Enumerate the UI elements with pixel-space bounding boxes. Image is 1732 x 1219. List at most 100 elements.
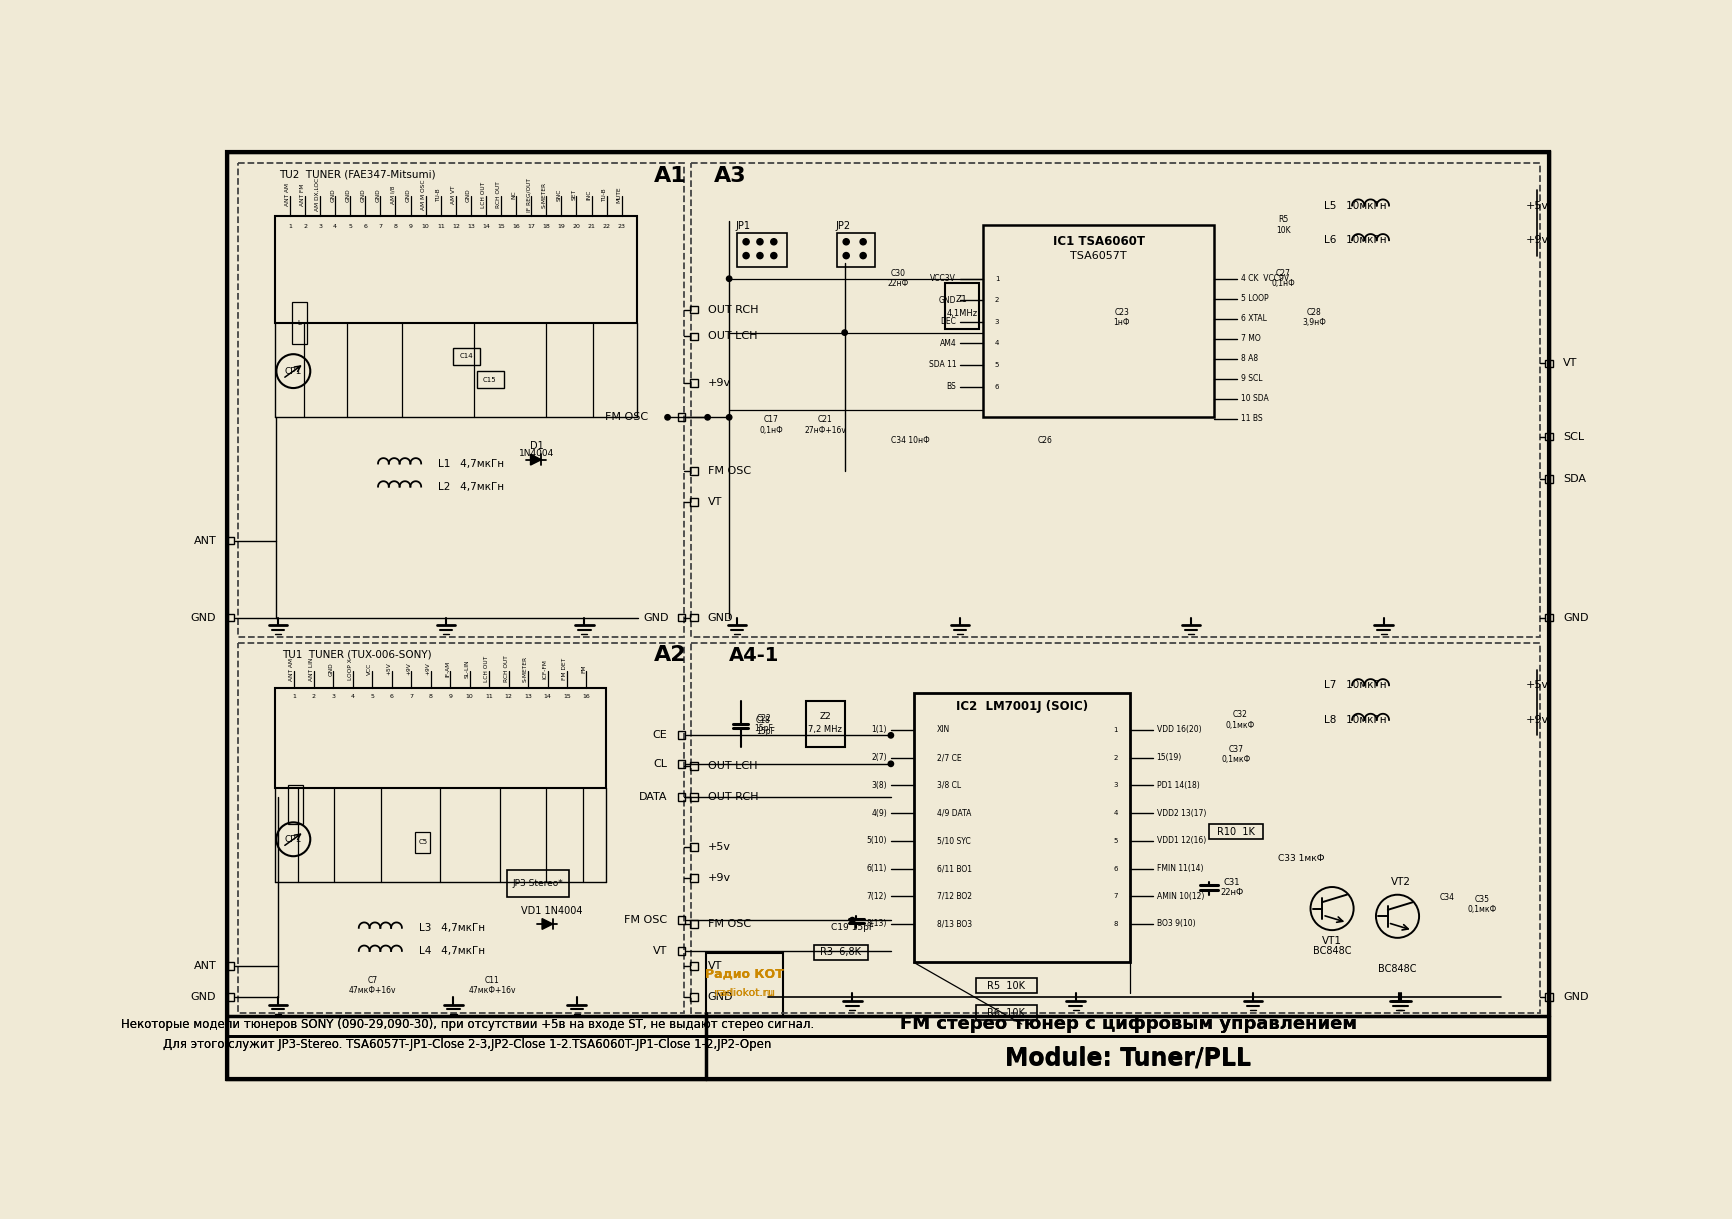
Text: 3(8): 3(8) — [871, 781, 887, 790]
Text: GND: GND — [376, 188, 381, 201]
Text: 19: 19 — [558, 224, 565, 229]
Text: Z2: Z2 — [819, 712, 831, 720]
Text: GND: GND — [1562, 992, 1588, 1002]
Text: 4,1MHz: 4,1MHz — [946, 308, 977, 318]
Bar — [677, 413, 684, 422]
Text: L: L — [298, 319, 301, 325]
Bar — [975, 978, 1036, 993]
Text: 2: 2 — [312, 695, 315, 700]
Text: AM4: AM4 — [939, 339, 956, 347]
Text: 5(10): 5(10) — [866, 836, 887, 845]
Text: LOOP X: LOOP X — [348, 658, 353, 680]
Text: +9v: +9v — [707, 378, 731, 388]
Text: ANT: ANT — [194, 535, 216, 546]
Text: R6  10K: R6 10K — [987, 1008, 1025, 1018]
Text: A2: A2 — [655, 645, 686, 666]
Text: VT1: VT1 — [1322, 936, 1341, 946]
Text: ANT FM: ANT FM — [300, 184, 305, 206]
Text: IF-AM: IF-AM — [445, 661, 450, 678]
Text: 7/12 BO2: 7/12 BO2 — [937, 892, 972, 901]
Text: ANT LIN: ANT LIN — [308, 657, 313, 680]
Text: BC848C: BC848C — [1313, 946, 1351, 956]
Bar — [275, 688, 606, 787]
Text: Радио КОТ: Радио КОТ — [705, 968, 783, 980]
Text: 5 LOOP: 5 LOOP — [1240, 294, 1268, 304]
Text: CP1: CP1 — [284, 367, 301, 375]
Text: 3: 3 — [994, 319, 999, 324]
Bar — [814, 945, 868, 961]
Bar — [691, 163, 1540, 636]
Bar — [677, 731, 684, 739]
Bar — [689, 379, 698, 386]
Text: CP1: CP1 — [284, 835, 301, 844]
Bar — [805, 701, 843, 747]
Text: 4/9 DATA: 4/9 DATA — [937, 808, 972, 818]
Text: VT: VT — [707, 962, 722, 972]
Text: A1: A1 — [655, 166, 686, 185]
Text: C5: C5 — [417, 840, 428, 845]
Text: S-METER: S-METER — [540, 182, 546, 208]
Text: C23
1нФ: C23 1нФ — [1114, 307, 1129, 327]
Bar — [227, 536, 234, 545]
Text: 3: 3 — [331, 695, 334, 700]
Text: +9v: +9v — [1526, 235, 1548, 245]
Circle shape — [849, 918, 854, 923]
Text: C14: C14 — [459, 354, 473, 360]
Text: Для этого служит JP3-Stereo. TSA6057T-JP1-Close 2-3,JP2-Close 1-2.TSA6060T-JP1-C: Для этого служит JP3-Stereo. TSA6057T-JP… — [163, 1037, 771, 1051]
Text: C37
0,1мкФ: C37 0,1мкФ — [1221, 745, 1251, 764]
Text: radiokot.ru: radiokot.ru — [714, 989, 774, 998]
Text: D1: D1 — [530, 441, 544, 451]
Text: GND: GND — [191, 992, 216, 1002]
Text: GND: GND — [345, 188, 350, 201]
Text: 1(1): 1(1) — [871, 725, 887, 734]
Text: JP3 Stereo*: JP3 Stereo* — [513, 879, 563, 887]
Text: C7
47мкФ+16v: C7 47мкФ+16v — [348, 976, 397, 995]
Text: AMIN 10(12): AMIN 10(12) — [1155, 892, 1204, 901]
Text: R3  6,8K: R3 6,8K — [819, 947, 861, 957]
Bar — [677, 947, 684, 954]
Text: 2: 2 — [1114, 755, 1117, 761]
Bar — [975, 1004, 1036, 1020]
Text: TU1  TUNER (TUX-006-SONY): TU1 TUNER (TUX-006-SONY) — [282, 650, 431, 659]
Text: PD1 14(18): PD1 14(18) — [1155, 781, 1199, 790]
Text: VDD1 12(16): VDD1 12(16) — [1155, 836, 1205, 845]
Text: L8   10мкГн: L8 10мкГн — [1323, 714, 1386, 725]
Text: BC848C: BC848C — [1377, 964, 1417, 974]
Text: 7(12): 7(12) — [866, 892, 887, 901]
Text: TSA6057T: TSA6057T — [1070, 251, 1126, 261]
Text: C34 10нФ: C34 10нФ — [890, 436, 928, 445]
Text: GND: GND — [643, 612, 669, 623]
Text: 6/11 BO1: 6/11 BO1 — [937, 864, 972, 873]
Bar — [288, 785, 303, 824]
Text: 21: 21 — [587, 224, 596, 229]
Circle shape — [757, 239, 762, 245]
Text: 7,2 MHz: 7,2 MHz — [809, 725, 842, 734]
Text: ANT: ANT — [194, 962, 216, 972]
Text: 22: 22 — [603, 224, 610, 229]
Bar — [689, 794, 698, 801]
Text: L4   4,7мкГн: L4 4,7мкГн — [419, 946, 485, 956]
Text: 4: 4 — [994, 340, 999, 346]
Text: L7   10мкГн: L7 10мкГн — [1323, 680, 1386, 690]
Text: GND: GND — [327, 662, 333, 675]
Text: 6: 6 — [364, 224, 367, 229]
Text: 2/7 CE: 2/7 CE — [937, 753, 961, 762]
Text: 3/8 CL: 3/8 CL — [937, 781, 961, 790]
Bar — [454, 347, 480, 364]
Circle shape — [743, 239, 748, 245]
Text: ICF-FM: ICF-FM — [542, 659, 547, 679]
Text: TU-B: TU-B — [435, 188, 440, 201]
Text: 1: 1 — [994, 275, 999, 282]
Text: C35
0,1мкФ: C35 0,1мкФ — [1467, 895, 1496, 914]
Text: Module: Tuner/PLL: Module: Tuner/PLL — [1005, 1047, 1251, 1070]
Text: MUTE: MUTE — [617, 187, 622, 204]
Bar — [689, 874, 698, 881]
Text: 8: 8 — [1114, 922, 1117, 926]
Text: 16: 16 — [582, 695, 591, 700]
Bar — [1545, 475, 1552, 483]
Text: BO3 9(10): BO3 9(10) — [1155, 919, 1195, 929]
Text: GND: GND — [360, 188, 365, 201]
Circle shape — [771, 239, 776, 245]
Bar — [227, 613, 234, 622]
Text: 15: 15 — [563, 695, 570, 700]
